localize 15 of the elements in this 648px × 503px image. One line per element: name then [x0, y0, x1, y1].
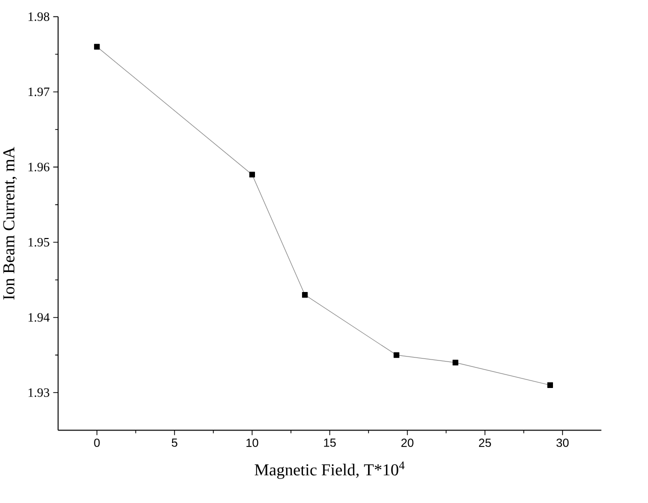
x-tick-label: 5 [172, 438, 178, 447]
y-tick-label: 1.93 [28, 388, 50, 397]
y-tick-label: 1.97 [28, 88, 50, 96]
y-tick-label: 1.94 [28, 313, 50, 322]
y-tick-label: 1.96 [28, 162, 50, 172]
x-tick-label: 10 [246, 438, 258, 447]
x-tick-label: 15 [324, 438, 336, 447]
y-axis-title: Ion Beam Current, mA [3, 146, 17, 300]
y-tick-label: 1.95 [28, 238, 50, 247]
x-tick-label: 0 [94, 438, 100, 447]
y-tick-label: 1.98 [28, 12, 50, 22]
x-tick-label: 30 [556, 438, 569, 447]
x-tick-label: 25 [478, 438, 491, 447]
x-axis-title: Magnetic Field, T*10$^{4}$ [254, 462, 405, 479]
x-tick-label: 20 [401, 438, 414, 447]
